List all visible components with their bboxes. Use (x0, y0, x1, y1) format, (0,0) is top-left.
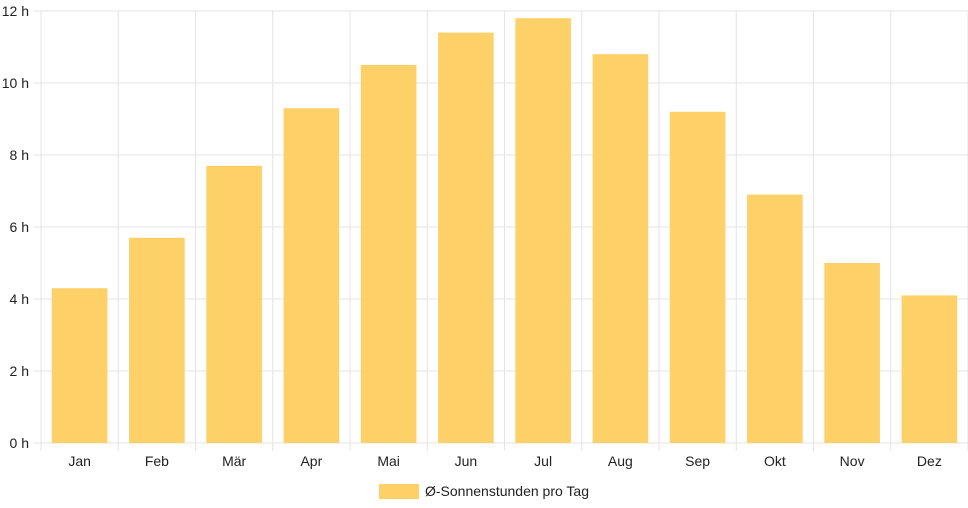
x-tick-label: Okt (764, 453, 786, 469)
y-tick-label: 12 h (2, 3, 29, 19)
y-tick-label: 8 h (10, 147, 29, 163)
bar-11[interactable] (901, 295, 958, 443)
legend-swatch (379, 483, 419, 499)
bar-4[interactable] (360, 65, 417, 443)
bar-0[interactable] (51, 288, 108, 443)
y-tick-label: 0 h (10, 435, 29, 451)
legend: Ø-Sonnenstunden pro Tag (0, 480, 968, 502)
y-tick-label: 2 h (10, 363, 29, 379)
x-tick-label: Aug (608, 453, 633, 469)
bar-7[interactable] (592, 54, 649, 443)
bar-1[interactable] (129, 237, 185, 443)
x-tick-label: Jan (68, 453, 91, 469)
x-tick-label: Jul (534, 453, 552, 469)
legend-label: Ø-Sonnenstunden pro Tag (425, 483, 589, 499)
bars (51, 18, 958, 444)
x-tick-label: Sep (685, 453, 710, 469)
x-tick-label: Dez (917, 453, 942, 469)
y-tick-label: 10 h (2, 75, 29, 91)
bar-3[interactable] (283, 108, 340, 443)
bar-2[interactable] (206, 165, 262, 444)
bar-10[interactable] (824, 263, 880, 443)
x-axis-ticks: Jan Feb Mär Apr Mai Jun Jul Aug Sep Okt Nov Dez (68, 453, 941, 469)
x-tick-label: Mai (377, 453, 400, 469)
y-tick-label: 6 h (10, 219, 29, 235)
bar-5[interactable] (438, 32, 494, 443)
x-tick-label: Mär (222, 453, 246, 469)
x-tick-label: Nov (840, 453, 865, 469)
y-axis-ticks: 0 h 2 h 4 h 6 h 8 h 10 h 12 h (2, 3, 29, 451)
y-tick-label: 4 h (10, 291, 29, 307)
x-tick-label: Feb (145, 453, 169, 469)
x-tick-label: Jun (455, 453, 478, 469)
x-tick-label: Apr (300, 453, 322, 469)
chart-canvas: 0 h2 h4 h6 h8 h10 h12 h Jan Feb Mär Apr Mai J… (2, 3, 968, 469)
bar-9[interactable] (747, 194, 803, 443)
grid-lines (33, 10, 968, 451)
legend-item[interactable]: Ø-Sonnenstunden pro Tag (379, 483, 589, 499)
bar-6[interactable] (515, 18, 571, 443)
bar-8[interactable] (669, 111, 726, 444)
